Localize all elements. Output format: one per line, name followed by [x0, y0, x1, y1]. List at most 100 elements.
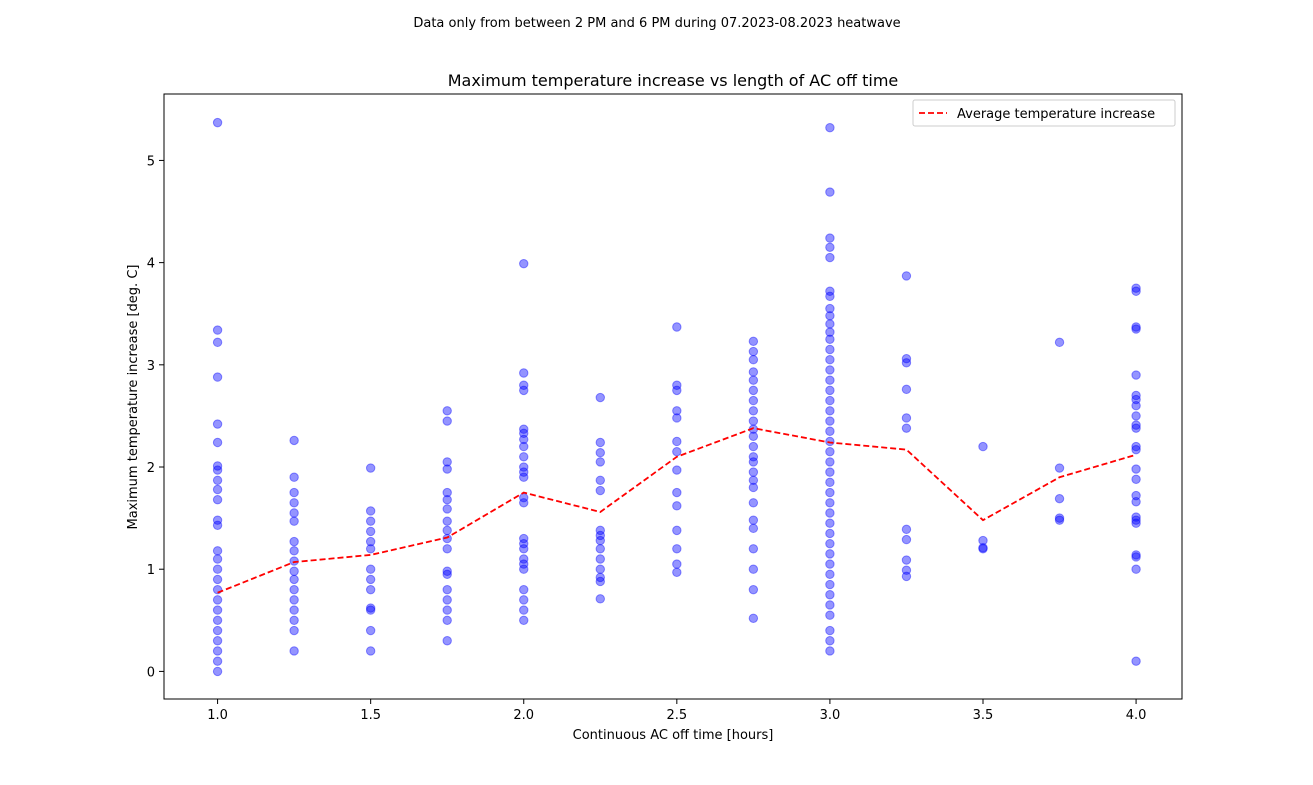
data-point [825, 610, 835, 620]
data-point [1131, 400, 1141, 411]
x-tick-label: 1.5 [360, 708, 381, 723]
data-point [442, 495, 452, 505]
data-point [1131, 444, 1141, 455]
data-point [825, 334, 835, 344]
data-point [212, 117, 223, 128]
data-point [519, 554, 529, 564]
data-point [365, 544, 376, 554]
data-point [365, 526, 376, 537]
y-tick-label: 3 [147, 359, 155, 374]
data-point [212, 646, 223, 656]
data-point [825, 467, 835, 477]
data-point [365, 603, 376, 613]
data-point [442, 533, 452, 544]
data-point [748, 613, 759, 623]
data-point [442, 566, 452, 576]
data-point [672, 559, 682, 569]
data-point [212, 337, 223, 348]
legend: Average temperature increase [912, 99, 1176, 127]
plot-frame [163, 93, 1183, 700]
data-point [519, 385, 529, 396]
data-point [672, 525, 682, 536]
data-point [825, 457, 835, 467]
data-point [519, 538, 529, 549]
data-point [901, 423, 912, 433]
data-point [212, 625, 223, 636]
data-point [1054, 515, 1065, 525]
data-point [519, 424, 529, 434]
data-point [672, 544, 682, 554]
data-point [365, 584, 376, 595]
data-point [672, 436, 682, 447]
y-tick-label: 4 [147, 257, 155, 272]
data-point [672, 413, 682, 423]
data-point [519, 605, 529, 615]
data-point [748, 467, 759, 477]
data-point [748, 457, 759, 467]
data-point [212, 475, 223, 486]
data-point [1054, 463, 1065, 473]
data-point [212, 564, 223, 574]
data-point [672, 322, 682, 332]
data-point [825, 508, 835, 518]
data-point [289, 536, 299, 547]
data-point [978, 544, 988, 554]
data-point [212, 437, 223, 448]
data-point [825, 365, 835, 375]
data-point [1131, 497, 1141, 507]
data-point [1131, 394, 1141, 405]
x-axis: 1.0 1.5 2.0 2.5 3.0 3.5 4.0 [207, 699, 1146, 723]
data-point [672, 406, 682, 416]
data-point [212, 465, 223, 475]
data-point [212, 615, 223, 626]
data-point [825, 426, 835, 436]
data-point [519, 564, 529, 574]
data-point [901, 524, 912, 535]
data-point [365, 646, 376, 656]
data-point [1131, 286, 1141, 296]
data-point [825, 569, 835, 580]
data-point [748, 441, 759, 452]
data-point [289, 508, 299, 518]
data-point [748, 385, 759, 396]
data-point [825, 233, 835, 243]
data-point [519, 428, 529, 438]
data-point [825, 600, 835, 610]
data-point [212, 605, 223, 615]
data-point [212, 484, 223, 495]
data-point [1131, 512, 1141, 522]
data-point [825, 590, 835, 600]
data-point [901, 571, 912, 582]
data-point [519, 584, 529, 595]
data-point [825, 416, 835, 426]
data-point [825, 311, 835, 321]
data-point [595, 544, 605, 554]
data-point [1054, 493, 1065, 504]
data-point [289, 625, 299, 636]
data-point [289, 615, 299, 626]
data-point [825, 406, 835, 416]
data-point [595, 576, 605, 587]
data-point [825, 559, 835, 569]
data-point [901, 271, 912, 281]
data-point [212, 666, 223, 677]
data-point [748, 584, 759, 595]
data-point [1131, 518, 1141, 528]
y-axis-label: Maximum temperature increase [deg. C] [126, 265, 141, 530]
data-point [825, 123, 835, 133]
data-point [442, 406, 452, 416]
data-point [825, 518, 835, 528]
scatter-points [212, 117, 1141, 677]
chart-suptitle: Data only from between 2 PM and 6 PM dur… [413, 16, 900, 31]
data-point [595, 535, 605, 546]
data-point [825, 436, 835, 447]
data-point [519, 380, 529, 390]
data-point [365, 574, 376, 585]
data-point [212, 515, 223, 525]
data-point [289, 435, 299, 446]
data-point [212, 636, 223, 646]
data-point [595, 572, 605, 583]
data-point [519, 467, 529, 477]
data-point [595, 530, 605, 541]
